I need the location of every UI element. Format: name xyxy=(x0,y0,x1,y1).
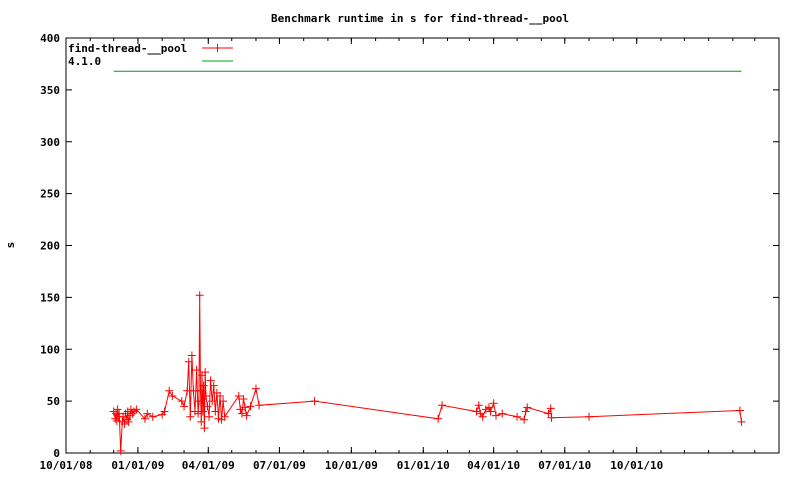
data-point xyxy=(124,417,133,426)
y-axis: 0 50 100 150 200 250 300 350 400 xyxy=(40,32,779,460)
data-point xyxy=(523,403,532,412)
x-tick-label: 07/01/09 xyxy=(253,459,306,472)
data-point xyxy=(192,366,201,374)
x-tick-label: 01/01/10 xyxy=(397,459,450,472)
data-point xyxy=(236,405,245,414)
data-point xyxy=(219,397,228,406)
y-tick-label: 100 xyxy=(40,343,60,356)
y-tick-label: 200 xyxy=(40,240,60,253)
x-tick-label: 04/01/10 xyxy=(467,459,520,472)
data-point xyxy=(112,416,121,425)
data-point xyxy=(187,351,196,360)
data-point xyxy=(498,409,507,418)
x-tick-label: 07/01/10 xyxy=(538,459,591,472)
data-point xyxy=(737,417,746,426)
data-point xyxy=(160,407,169,416)
data-point xyxy=(148,412,157,421)
data-point xyxy=(513,412,522,421)
data-point xyxy=(206,376,215,385)
data-point xyxy=(128,409,137,418)
data-point xyxy=(547,413,556,422)
data-point xyxy=(186,412,195,421)
data-point xyxy=(143,409,152,418)
data-point xyxy=(484,403,493,412)
x-tick-label: 10/01/09 xyxy=(325,459,378,472)
x-tick-label: 01/01/09 xyxy=(111,459,164,472)
data-point xyxy=(132,405,141,414)
data-point xyxy=(735,406,744,415)
data-point xyxy=(478,412,487,421)
data-point xyxy=(122,415,131,424)
data-point xyxy=(189,386,198,395)
data-point xyxy=(200,424,209,433)
data-point xyxy=(208,397,217,406)
data-point xyxy=(140,414,149,423)
data-point xyxy=(251,384,260,393)
data-point xyxy=(201,368,210,377)
data-point xyxy=(544,409,553,418)
data-point xyxy=(234,391,243,400)
data-point xyxy=(220,412,229,421)
data-point xyxy=(165,386,174,395)
data-point xyxy=(520,415,529,424)
data-point xyxy=(434,414,443,423)
y-tick-label: 50 xyxy=(47,395,60,408)
data-point xyxy=(472,407,481,416)
x-axis: 10/01/08 01/01/09 04/01/09 07/01/09 10/01/09… xyxy=(40,38,780,472)
data-point xyxy=(196,386,205,395)
x-tick-label: 04/01/09 xyxy=(182,459,235,472)
series-layer xyxy=(109,70,746,455)
data-point xyxy=(237,409,246,418)
data-point xyxy=(201,391,210,400)
data-point xyxy=(211,407,220,416)
data-point xyxy=(255,401,264,410)
x-tick-label: 10/01/08 xyxy=(40,459,93,472)
data-point xyxy=(194,409,203,418)
data-point xyxy=(113,405,122,414)
data-point xyxy=(194,397,203,406)
legend-marker xyxy=(213,44,222,52)
legend-label: 4.1.0 xyxy=(68,55,101,68)
data-point xyxy=(486,407,495,416)
y-tick-label: 150 xyxy=(40,291,60,304)
data-point xyxy=(310,397,319,406)
y-tick-label: 350 xyxy=(40,84,60,97)
data-point xyxy=(474,401,483,410)
chart-title: Benchmark runtime in s for find-thread-_… xyxy=(271,12,569,25)
data-point xyxy=(241,403,250,412)
data-point xyxy=(197,417,206,426)
data-point xyxy=(120,419,129,428)
x-tick-label: 10/01/10 xyxy=(610,459,663,472)
data-point xyxy=(205,412,214,421)
data-point xyxy=(242,411,251,420)
legend-label: find-thread-__pool xyxy=(68,42,187,55)
data-point xyxy=(209,381,218,390)
data-point xyxy=(438,401,447,410)
data-point xyxy=(491,411,500,420)
data-point xyxy=(585,412,594,421)
data-point xyxy=(546,404,555,413)
data-point xyxy=(116,446,125,455)
data-point xyxy=(521,407,530,416)
data-point xyxy=(489,399,498,408)
y-axis-label: s xyxy=(4,242,17,249)
y-tick-label: 0 xyxy=(53,447,60,460)
data-point xyxy=(180,402,189,411)
data-point xyxy=(198,407,207,416)
data-point xyxy=(168,391,177,400)
y-tick-label: 400 xyxy=(40,32,60,45)
series-line xyxy=(113,295,742,451)
y-tick-label: 250 xyxy=(40,188,60,201)
data-point xyxy=(239,395,248,404)
data-point xyxy=(246,402,255,411)
data-point xyxy=(184,357,193,366)
y-tick-label: 300 xyxy=(40,136,60,149)
data-point xyxy=(216,391,225,400)
data-point xyxy=(177,397,186,406)
data-point xyxy=(199,381,208,390)
data-point xyxy=(195,291,204,300)
data-point xyxy=(203,402,212,411)
